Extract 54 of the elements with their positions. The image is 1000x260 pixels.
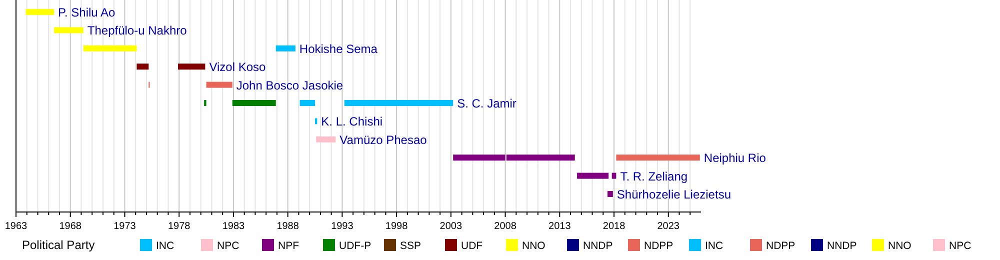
y-tick-label: T. R. Zeliang bbox=[620, 169, 688, 184]
bar bbox=[26, 9, 54, 15]
bar bbox=[83, 45, 137, 52]
x-tick-label: 2018 bbox=[602, 221, 626, 232]
x-tick-label: 1963 bbox=[4, 221, 28, 232]
y-tick-label: K. L. Chishi bbox=[321, 114, 383, 129]
bar bbox=[300, 100, 316, 106]
y-tick-label: Vizol Koso bbox=[209, 60, 266, 74]
bar bbox=[206, 82, 232, 88]
legend-label: INC bbox=[156, 240, 174, 252]
legend-label: SSP bbox=[400, 240, 422, 252]
bar bbox=[612, 172, 616, 179]
y-tick-label: P. Shilu Ao bbox=[58, 6, 116, 20]
y-tick-label: Shürhozelie Liezietsu bbox=[616, 188, 732, 202]
bar bbox=[616, 154, 700, 161]
y-tick-label: S. C. Jamir bbox=[457, 96, 516, 110]
legend-label: INC bbox=[705, 240, 724, 252]
legend-label: NNO bbox=[522, 240, 546, 252]
legend-label: NDPP bbox=[766, 240, 796, 252]
legend-label: NNDP bbox=[583, 240, 613, 252]
bar bbox=[316, 136, 336, 142]
bar bbox=[232, 100, 276, 106]
x-tick-label: 1968 bbox=[59, 221, 82, 232]
y-tick-label: Vamüzo Phesao bbox=[340, 132, 428, 147]
legend-label: NPC bbox=[949, 240, 972, 252]
bar bbox=[276, 45, 296, 52]
legend-label: NNDP bbox=[827, 240, 857, 252]
bar bbox=[607, 191, 613, 197]
x-tick-label: 1998 bbox=[385, 221, 408, 232]
legend-label: UDF-P bbox=[339, 240, 372, 252]
x-tick-label: 1973 bbox=[114, 221, 136, 232]
legend-label: UDF bbox=[461, 240, 483, 252]
bar bbox=[54, 27, 84, 34]
y-tick-label: Hokishe Sema bbox=[299, 42, 378, 56]
legend-label: NNO bbox=[888, 240, 912, 252]
bar bbox=[344, 100, 454, 106]
legend-label: NDPP bbox=[644, 240, 674, 252]
bar bbox=[577, 172, 609, 179]
x-tick-label: 2008 bbox=[494, 221, 517, 232]
bar bbox=[178, 64, 206, 70]
x-tick-label: 1978 bbox=[168, 221, 191, 232]
x-tick-label: 2023 bbox=[657, 221, 680, 232]
y-tick-label: John Bosco Jasokie bbox=[236, 78, 344, 92]
legend-title: Political Party bbox=[22, 238, 95, 252]
legend-label: NPF bbox=[278, 240, 299, 252]
legend-label: NPC bbox=[217, 240, 240, 252]
y-tick-label: Neiphiu Rio bbox=[704, 151, 766, 166]
x-tick-label: 2003 bbox=[440, 221, 462, 232]
bar bbox=[136, 64, 149, 70]
y-tick-label: Thepfülo-u Nakhro bbox=[87, 24, 188, 38]
x-tick-label: 2013 bbox=[548, 221, 572, 232]
x-tick-label: 1983 bbox=[222, 221, 246, 232]
x-tick-label: 1988 bbox=[276, 221, 300, 232]
x-tick-label: 1993 bbox=[331, 221, 354, 232]
